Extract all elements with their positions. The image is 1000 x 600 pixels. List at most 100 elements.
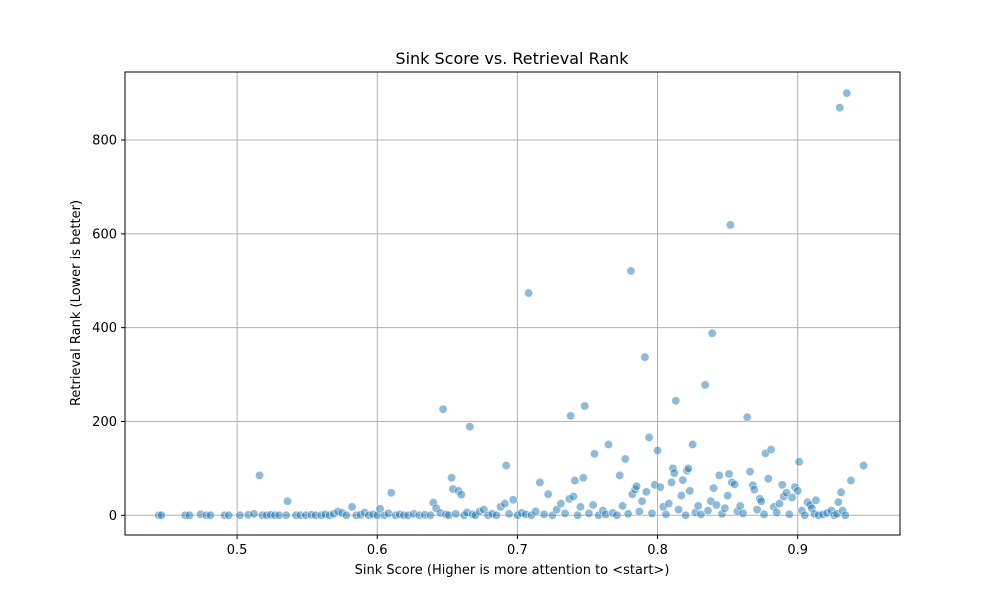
data-point <box>730 479 740 489</box>
data-point <box>589 449 599 459</box>
data-points <box>154 88 869 520</box>
data-point <box>720 503 730 513</box>
data-point <box>504 509 514 519</box>
data-point <box>685 486 695 496</box>
data-point <box>539 509 549 519</box>
data-point <box>752 505 762 515</box>
data-point <box>674 505 684 515</box>
data-point <box>784 509 794 519</box>
data-point <box>375 504 385 514</box>
data-point <box>588 500 598 510</box>
data-point <box>671 396 681 406</box>
data-point <box>552 505 562 515</box>
data-point <box>793 486 803 496</box>
data-point <box>341 510 351 520</box>
data-point <box>438 404 448 414</box>
data-point <box>535 477 545 487</box>
data-point <box>756 496 766 506</box>
data-point <box>465 422 475 432</box>
data-point <box>749 484 759 494</box>
data-point <box>714 470 724 480</box>
data-point <box>725 220 735 230</box>
data-point <box>661 509 671 519</box>
data-point <box>833 497 843 507</box>
data-point <box>637 496 647 506</box>
data-point <box>184 510 194 520</box>
y-tick-label: 600 <box>92 227 117 242</box>
data-point <box>235 510 245 520</box>
data-point <box>688 439 698 449</box>
data-point <box>566 411 576 421</box>
data-point <box>584 508 594 518</box>
data-point <box>618 501 628 511</box>
data-point <box>626 266 636 276</box>
data-point <box>620 454 630 464</box>
data-point <box>669 468 679 478</box>
data-point <box>570 476 580 486</box>
data-point <box>683 463 693 473</box>
data-point <box>640 352 650 362</box>
data-point <box>711 500 721 510</box>
x-tick-label: 0.8 <box>647 543 668 558</box>
x-tick-label: 0.6 <box>367 543 388 558</box>
data-point <box>835 103 845 113</box>
data-point <box>774 499 784 509</box>
data-point <box>846 476 856 486</box>
data-point <box>578 473 588 483</box>
data-point <box>653 446 663 456</box>
data-point <box>724 469 734 479</box>
data-point <box>249 509 259 519</box>
data-point <box>568 492 578 502</box>
data-point <box>224 510 234 520</box>
y-tick-label: 400 <box>92 321 117 336</box>
data-point <box>667 477 677 487</box>
data-point <box>531 507 541 517</box>
data-point <box>283 496 293 506</box>
data-point <box>742 412 752 422</box>
data-point <box>707 328 717 338</box>
chart-title: Sink Score vs. Retrieval Rank <box>395 49 629 68</box>
data-point <box>676 491 686 501</box>
y-tick-label: 0 <box>109 509 117 524</box>
data-point <box>456 490 466 500</box>
data-point <box>573 510 583 520</box>
y-axis-ticks: 0 200 400 600 800 <box>92 134 125 524</box>
data-point <box>745 467 755 477</box>
x-tick-label: 0.9 <box>787 543 808 558</box>
data-point <box>696 509 706 519</box>
data-point <box>641 487 651 497</box>
data-point <box>281 510 291 520</box>
data-point <box>615 470 625 480</box>
data-point <box>787 492 797 502</box>
data-point <box>759 509 769 519</box>
data-point <box>543 489 553 499</box>
data-point <box>508 495 518 505</box>
data-point <box>556 499 566 509</box>
data-point <box>575 502 585 512</box>
data-point <box>644 432 654 442</box>
data-point <box>735 501 745 511</box>
data-point <box>501 461 511 471</box>
data-point <box>655 482 665 492</box>
data-point <box>632 481 642 491</box>
data-point <box>738 508 748 518</box>
data-point <box>612 510 622 520</box>
data-point <box>709 483 719 493</box>
data-point <box>347 502 357 512</box>
data-point <box>500 499 510 509</box>
x-tick-label: 0.7 <box>507 543 528 558</box>
y-axis-label: Retrieval Rank (Lower is better) <box>69 200 84 406</box>
plot-frame <box>124 71 901 536</box>
data-point <box>766 445 776 455</box>
data-point <box>681 510 691 520</box>
data-point <box>156 510 166 520</box>
data-point <box>447 473 457 483</box>
data-point <box>794 457 804 467</box>
data-point <box>859 461 869 471</box>
data-point <box>678 475 688 485</box>
data-point <box>634 507 644 517</box>
data-point <box>647 508 657 518</box>
y-tick-label: 800 <box>92 134 117 149</box>
